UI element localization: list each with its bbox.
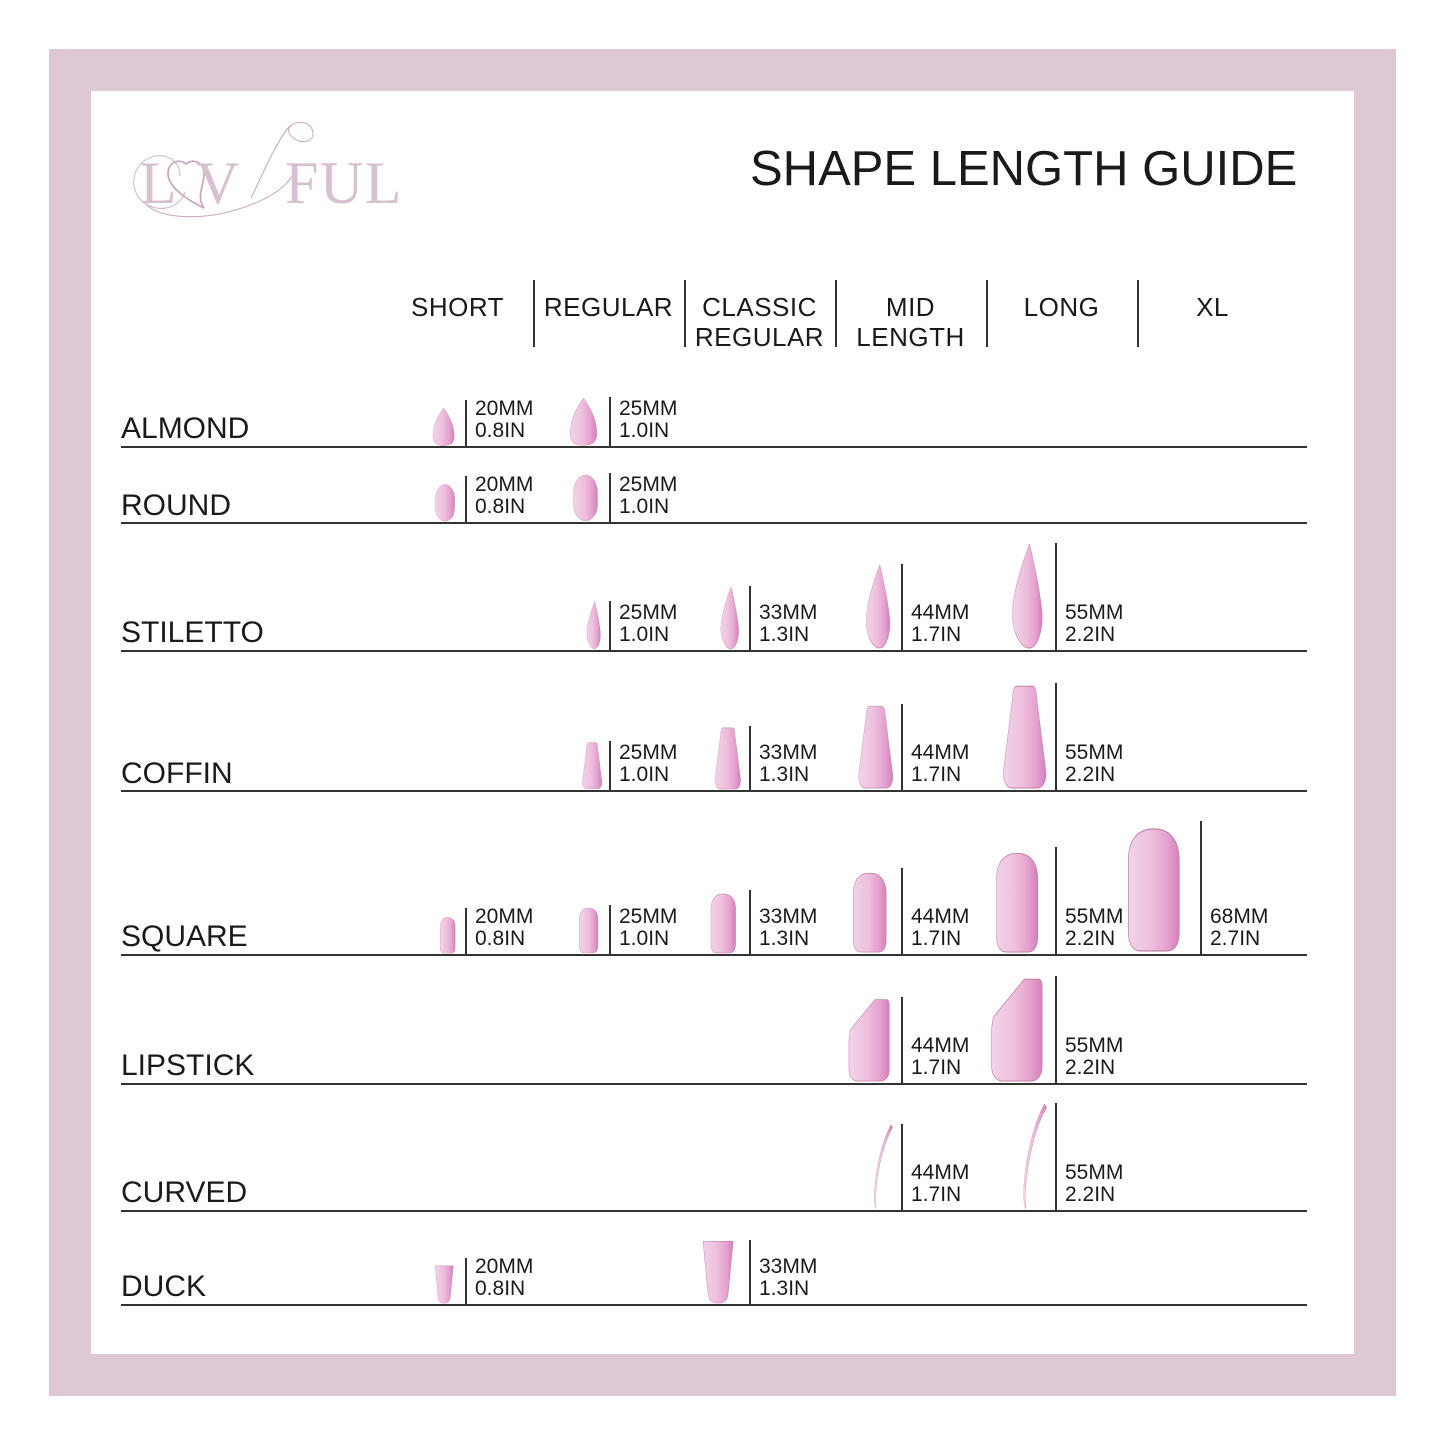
svg-text:FUL: FUL: [285, 150, 403, 216]
svg-text:V: V: [196, 150, 239, 216]
